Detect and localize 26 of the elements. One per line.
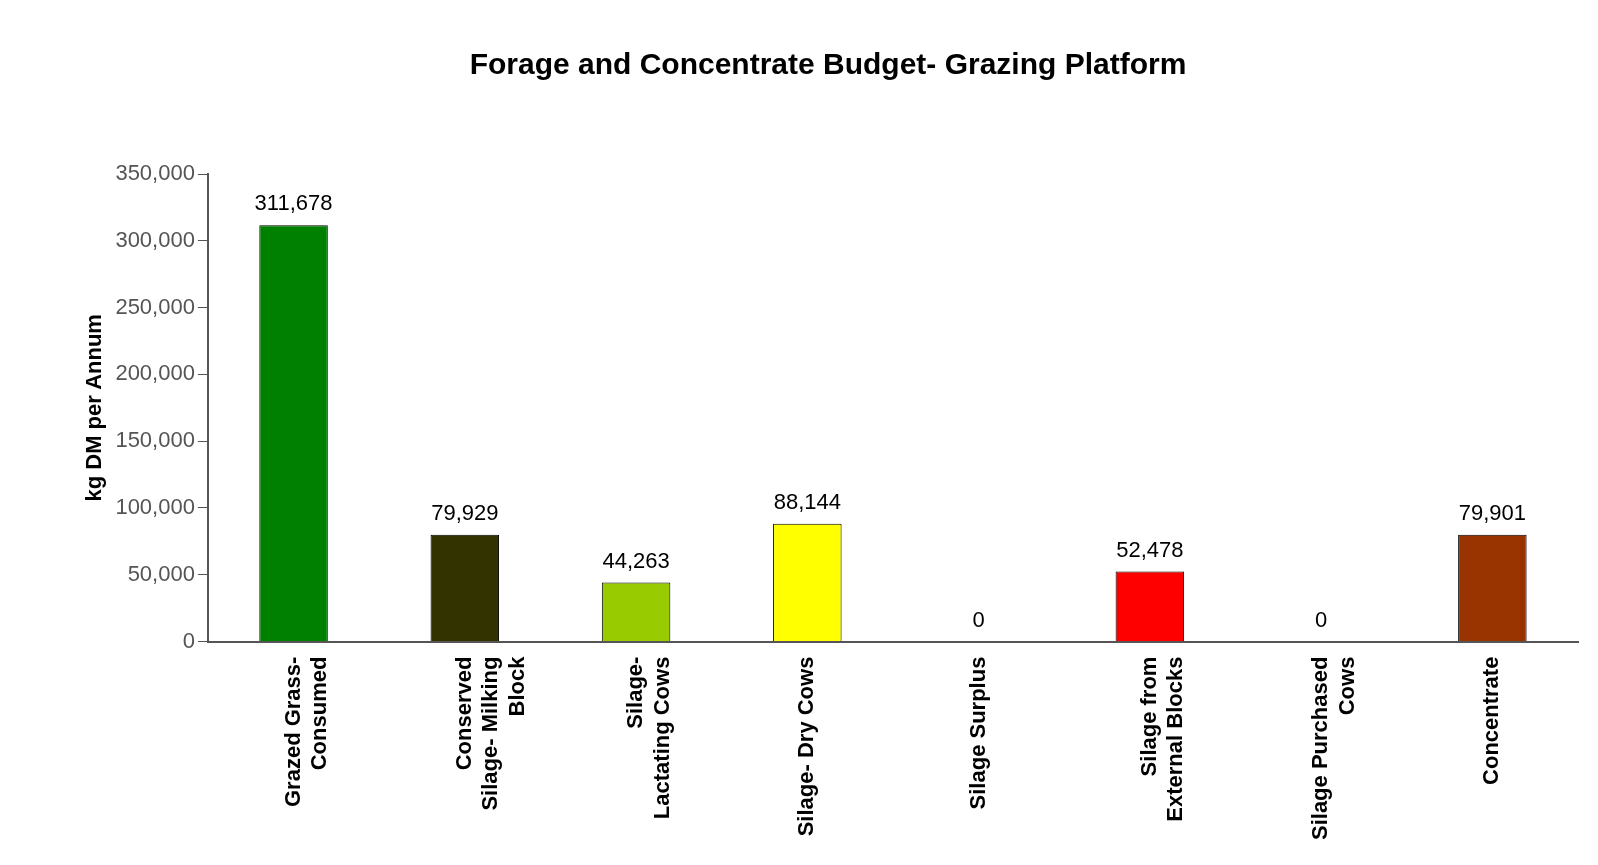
data-label: 44,263 [602, 547, 670, 573]
x-tick-label: Grazed Grass- Consumed [279, 656, 332, 807]
y-tick-label: 0 [182, 627, 195, 653]
x-tick-label: Concentrate [1478, 656, 1504, 785]
x-tick-label: Conserved Silage- Milking Block [450, 655, 529, 811]
data-label: 88,144 [773, 488, 841, 514]
x-tick-label: Silage Surplus [964, 656, 990, 810]
y-tick-label: 50,000 [127, 560, 195, 586]
data-label: 0 [972, 606, 985, 632]
y-tick-label: 200,000 [115, 360, 195, 386]
x-tick-label: Silage- Lactating Cows [622, 656, 674, 820]
y-tick-label: 100,000 [115, 494, 195, 520]
x-tick-label: Silage from External Blocks [1135, 656, 1188, 822]
y-tick-label: 350,000 [115, 160, 195, 186]
y-tick-label: 250,000 [115, 293, 195, 319]
data-label: 52,478 [1116, 536, 1184, 562]
data-label: 311,678 [254, 190, 333, 216]
x-tick-label: Silage Purchased Cows [1307, 656, 1359, 841]
chart-title: Forage and Concentrate Budget- Grazing Platform [469, 47, 1187, 81]
y-axis-title: kg DM per Annum [81, 314, 107, 502]
x-tick-label: Silage- Dry Cows [793, 656, 819, 837]
data-label: 0 [1314, 606, 1328, 632]
y-tick-label: 150,000 [115, 427, 195, 453]
y-tick-label: 300,000 [115, 226, 195, 252]
data-label: 79,929 [431, 499, 499, 525]
data-label: 79,901 [1458, 499, 1527, 525]
